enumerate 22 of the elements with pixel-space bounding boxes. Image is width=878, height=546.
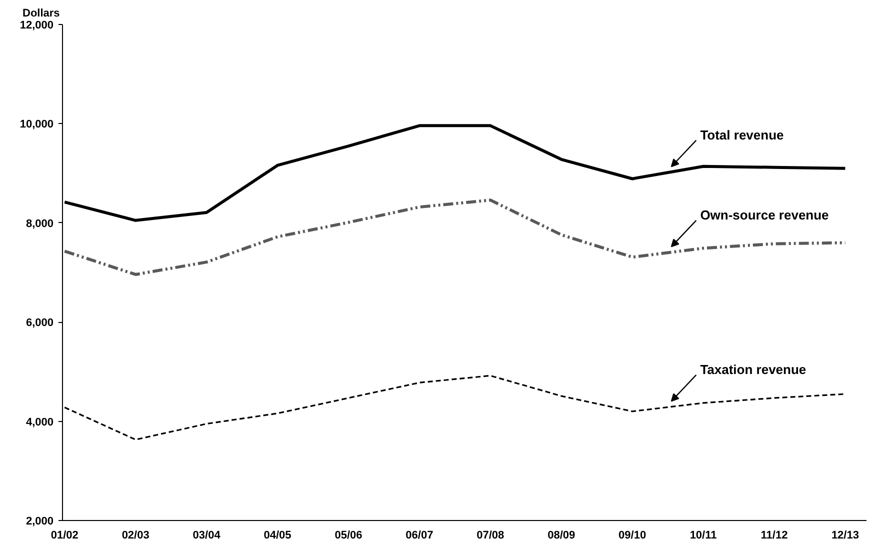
x-tick-label: 07/08: [476, 530, 504, 542]
x-tick-label: 06/07: [406, 530, 434, 542]
x-tick-label: 04/05: [264, 530, 292, 542]
x-tick-label: 03/04: [192, 530, 222, 542]
y-tick-label: 12,000: [20, 20, 54, 32]
series-label: Total revenue: [700, 127, 784, 142]
y-axis-title: Dollars: [22, 8, 60, 20]
series-label: Taxation revenue: [700, 362, 806, 377]
x-tick-label: 05/06: [334, 530, 362, 542]
series-label: Own-source revenue: [700, 207, 829, 222]
x-tick-label: 02/03: [122, 530, 150, 542]
y-tick-label: 2,000: [26, 516, 54, 528]
x-tick-label: 12/13: [831, 530, 859, 542]
x-tick-label: 10/11: [690, 530, 717, 542]
x-tick-label: 09/10: [618, 530, 646, 542]
y-tick-label: 8,000: [26, 218, 54, 230]
y-tick-label: 4,000: [26, 416, 54, 428]
x-tick-label: 11/12: [760, 530, 788, 542]
y-tick-label: 10,000: [20, 118, 54, 131]
y-tick-label: 6,000: [26, 317, 54, 330]
x-tick-label: 08/09: [548, 530, 576, 542]
x-tick-label: 01/02: [50, 530, 78, 542]
